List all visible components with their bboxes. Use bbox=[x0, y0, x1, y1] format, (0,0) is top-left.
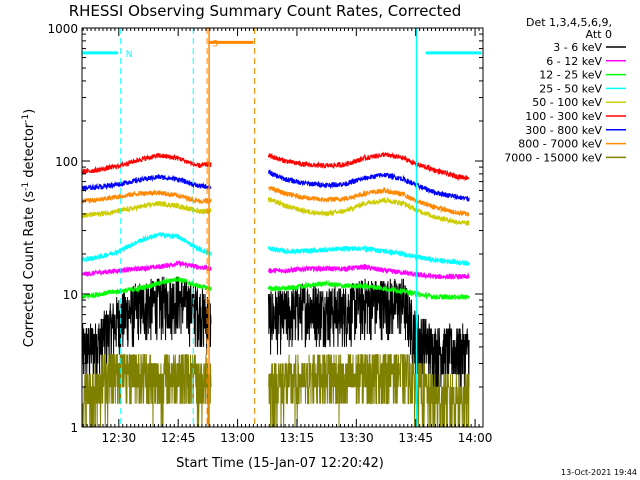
x-tick-label: 13:30 bbox=[339, 431, 374, 445]
y-axis-label-part: detector bbox=[22, 122, 37, 182]
series-12-25-kev-line bbox=[267, 279, 470, 301]
legend-title: Det 1,3,4,5,6,9, bbox=[526, 16, 612, 29]
y-tick-label: 1 bbox=[70, 421, 78, 435]
series-3-6-kev-line bbox=[267, 278, 470, 388]
annotation-s-label: S bbox=[212, 39, 218, 49]
series-7000-15000-kev-line bbox=[81, 354, 212, 428]
x-tick-label: 12:45 bbox=[161, 431, 196, 445]
y-axis-label-part: -1 bbox=[21, 114, 31, 123]
series-50-100-kev-line bbox=[81, 200, 212, 219]
legend-entry-7000-15000-kev: 7000 - 15000 keV bbox=[504, 151, 602, 164]
legend-entry-800-7000-kev: 800 - 7000 keV bbox=[518, 138, 602, 151]
y-tick-label: 10 bbox=[63, 288, 78, 302]
series-300-800-kev-line bbox=[81, 173, 212, 193]
y-axis-label-part: ) bbox=[22, 109, 37, 114]
y-axis-label-part: Corrected Count Rate (s bbox=[22, 191, 37, 348]
axis-ticks: 12:30 12:45 13:00 13:15 13:30 13:45 14:00 1 10 10… bbox=[47, 22, 492, 445]
series-6-12-kev-line bbox=[81, 260, 212, 277]
y-tick-label: 100 bbox=[55, 155, 78, 169]
legend-entry-50-100-kev: 50 - 100 keV bbox=[532, 96, 602, 109]
legend-entry-100-300-kev: 100 - 300 keV bbox=[525, 110, 602, 123]
series-800-7000-kev-line bbox=[81, 189, 212, 204]
legend-entry-25-50-kev: 25 - 50 keV bbox=[539, 82, 602, 95]
x-tick-label: 13:15 bbox=[280, 431, 315, 445]
series-25-50-kev-line bbox=[81, 231, 212, 263]
legend-entry-3-6-kev: 3 - 6 keV bbox=[553, 41, 602, 54]
legend-title: Att 0 bbox=[586, 28, 612, 41]
y-axis-label: Corrected Count Rate (s-1 detector-1) bbox=[21, 109, 37, 347]
y-axis-label-part: -1 bbox=[21, 182, 31, 191]
series-100-300-kev-line bbox=[81, 152, 212, 175]
series-7000-15000-kev-line bbox=[268, 354, 470, 428]
x-tick-label: 13:45 bbox=[398, 431, 433, 445]
series-6-12-kev-line bbox=[267, 263, 470, 280]
series-3-6-kev-line bbox=[81, 276, 212, 388]
series-800-7000-kev-line bbox=[268, 186, 470, 217]
legend-entry-6-12-kev: 6 - 12 keV bbox=[546, 55, 602, 68]
x-tick-label: 12:30 bbox=[102, 431, 137, 445]
x-axis-label: Start Time (15-Jan-07 12:20:42) bbox=[176, 456, 384, 471]
x-tick-label: 13:00 bbox=[220, 431, 255, 445]
annotation-n-label: N bbox=[126, 50, 133, 60]
plot-frame bbox=[81, 27, 484, 428]
chart-title: RHESSI Observing Summary Count Rates, Co… bbox=[69, 2, 462, 20]
plot-marks: NS bbox=[81, 28, 482, 428]
series-100-300-kev-line bbox=[267, 151, 470, 182]
series-50-100-kev-line bbox=[267, 196, 470, 226]
series-12-25-kev-line bbox=[81, 276, 212, 300]
legend-entry-12-25-kev: 12 - 25 keV bbox=[539, 69, 602, 82]
footer-date: 13-Oct-2021 19:44 bbox=[561, 468, 637, 477]
series-300-800-kev-line bbox=[268, 168, 470, 203]
y-tick-label: 1000 bbox=[47, 22, 78, 36]
series-25-50-kev-line bbox=[267, 244, 470, 266]
legend-entry-300-800-kev: 300 - 800 keV bbox=[525, 124, 602, 137]
x-tick-label: 14:00 bbox=[458, 431, 493, 445]
